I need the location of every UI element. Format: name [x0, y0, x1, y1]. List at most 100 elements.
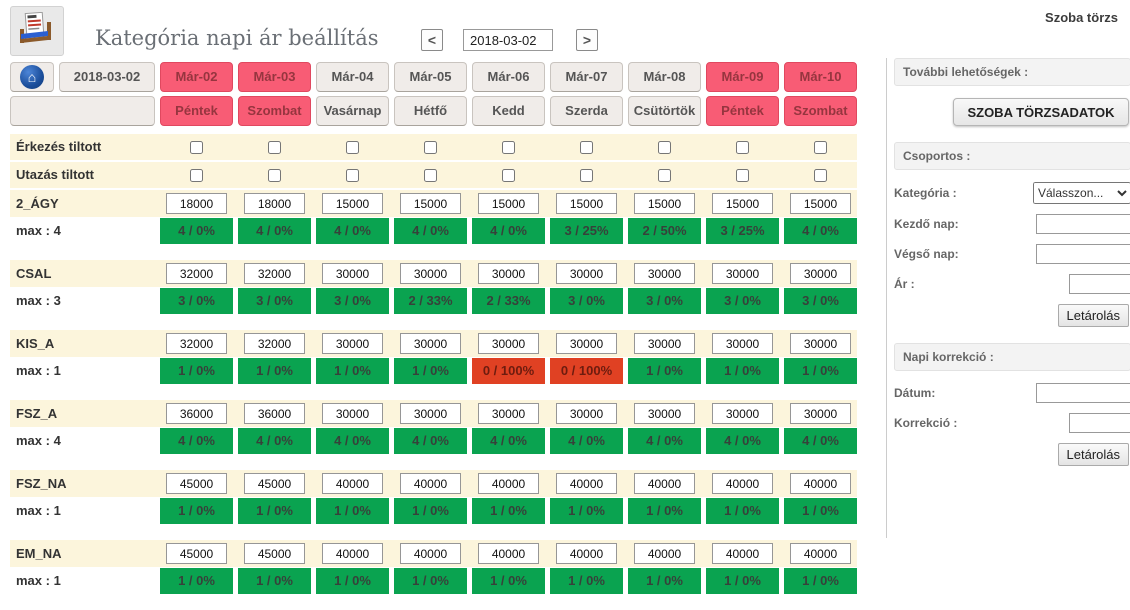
price-input[interactable] — [322, 473, 383, 494]
szoba-torzs-link[interactable]: Szoba törzs — [1045, 10, 1118, 25]
restriction-checkbox[interactable] — [814, 141, 827, 154]
restriction-checkbox[interactable] — [424, 141, 437, 154]
price-input[interactable] — [400, 543, 461, 564]
price-input[interactable] — [400, 193, 461, 214]
col-header-date[interactable]: Már-09 — [706, 62, 779, 92]
restriction-checkbox[interactable] — [424, 169, 437, 182]
price-input[interactable] — [712, 333, 773, 354]
price-input[interactable] — [478, 473, 539, 494]
restriction-checkbox[interactable] — [658, 141, 671, 154]
restriction-checkbox[interactable] — [346, 141, 359, 154]
category-select[interactable]: Válasszon... — [1033, 182, 1130, 204]
price-input[interactable] — [790, 263, 851, 284]
price-input[interactable] — [244, 403, 305, 424]
restriction-checkbox[interactable] — [346, 169, 359, 182]
price-input[interactable] — [556, 263, 617, 284]
restriction-checkbox[interactable] — [736, 169, 749, 182]
price-input[interactable] — [244, 193, 305, 214]
col-header-day[interactable]: Szombat — [784, 96, 857, 126]
price-input[interactable] — [478, 263, 539, 284]
group-price-input[interactable] — [1069, 274, 1130, 294]
restriction-checkbox[interactable] — [190, 141, 203, 154]
price-input[interactable] — [322, 193, 383, 214]
restriction-checkbox[interactable] — [736, 141, 749, 154]
col-header-date[interactable]: Már-08 — [628, 62, 701, 92]
start-day-input[interactable] — [1036, 214, 1130, 234]
restriction-checkbox[interactable] — [190, 169, 203, 182]
price-input[interactable] — [322, 333, 383, 354]
col-header-date[interactable]: Már-04 — [316, 62, 389, 92]
col-header-day[interactable]: Szerda — [550, 96, 623, 126]
correction-date-input[interactable] — [1036, 383, 1130, 403]
price-input[interactable] — [166, 473, 227, 494]
price-input[interactable] — [634, 473, 695, 494]
price-input[interactable] — [790, 543, 851, 564]
price-input[interactable] — [634, 263, 695, 284]
price-input[interactable] — [244, 263, 305, 284]
price-input[interactable] — [790, 473, 851, 494]
price-input[interactable] — [634, 333, 695, 354]
price-input[interactable] — [400, 263, 461, 284]
price-input[interactable] — [478, 403, 539, 424]
price-input[interactable] — [478, 543, 539, 564]
col-header-date[interactable]: Már-07 — [550, 62, 623, 92]
price-input[interactable] — [322, 403, 383, 424]
group-save-button[interactable]: Letárolás — [1058, 304, 1129, 327]
restriction-checkbox[interactable] — [502, 169, 515, 182]
col-header-day[interactable]: Kedd — [472, 96, 545, 126]
price-input[interactable] — [634, 193, 695, 214]
restriction-checkbox[interactable] — [268, 141, 281, 154]
price-input[interactable] — [244, 333, 305, 354]
col-header-day[interactable]: Péntek — [160, 96, 233, 126]
price-input[interactable] — [790, 193, 851, 214]
col-header-day[interactable]: Csütörtök — [628, 96, 701, 126]
price-input[interactable] — [712, 403, 773, 424]
price-input[interactable] — [400, 403, 461, 424]
price-input[interactable] — [790, 333, 851, 354]
price-input[interactable] — [556, 543, 617, 564]
price-input[interactable] — [556, 473, 617, 494]
col-header-day[interactable]: Szombat — [238, 96, 311, 126]
col-header-day[interactable]: Vasárnap — [316, 96, 389, 126]
correction-save-button[interactable]: Letárolás — [1058, 443, 1129, 466]
prev-day-button[interactable]: < — [421, 29, 443, 51]
restriction-checkbox[interactable] — [502, 141, 515, 154]
col-header-date[interactable]: Már-03 — [238, 62, 311, 92]
price-input[interactable] — [634, 403, 695, 424]
price-input[interactable] — [244, 543, 305, 564]
price-input[interactable] — [478, 193, 539, 214]
price-input[interactable] — [166, 333, 227, 354]
table-date-button[interactable]: 2018-03-02 — [59, 62, 155, 92]
restriction-checkbox[interactable] — [658, 169, 671, 182]
col-header-date[interactable]: Már-10 — [784, 62, 857, 92]
room-master-data-button[interactable]: SZOBA TÖRZSADATOK — [953, 98, 1129, 126]
price-input[interactable] — [322, 263, 383, 284]
col-header-day[interactable]: Péntek — [706, 96, 779, 126]
restriction-checkbox[interactable] — [580, 169, 593, 182]
restriction-checkbox[interactable] — [268, 169, 281, 182]
price-input[interactable] — [166, 543, 227, 564]
price-input[interactable] — [556, 193, 617, 214]
price-input[interactable] — [322, 543, 383, 564]
date-nav-input[interactable] — [463, 29, 553, 51]
price-input[interactable] — [712, 263, 773, 284]
price-input[interactable] — [166, 403, 227, 424]
price-input[interactable] — [712, 543, 773, 564]
correction-value-input[interactable] — [1069, 413, 1130, 433]
price-input[interactable] — [556, 403, 617, 424]
col-header-date[interactable]: Már-06 — [472, 62, 545, 92]
price-input[interactable] — [478, 333, 539, 354]
price-input[interactable] — [166, 263, 227, 284]
end-day-input[interactable] — [1036, 244, 1130, 264]
price-input[interactable] — [634, 543, 695, 564]
col-header-day[interactable]: Hétfő — [394, 96, 467, 126]
price-input[interactable] — [166, 193, 227, 214]
home-button[interactable]: ⌂ — [10, 62, 54, 92]
restriction-checkbox[interactable] — [814, 169, 827, 182]
restriction-checkbox[interactable] — [580, 141, 593, 154]
price-input[interactable] — [790, 403, 851, 424]
price-input[interactable] — [556, 333, 617, 354]
price-input[interactable] — [400, 473, 461, 494]
price-input[interactable] — [400, 333, 461, 354]
price-input[interactable] — [712, 193, 773, 214]
